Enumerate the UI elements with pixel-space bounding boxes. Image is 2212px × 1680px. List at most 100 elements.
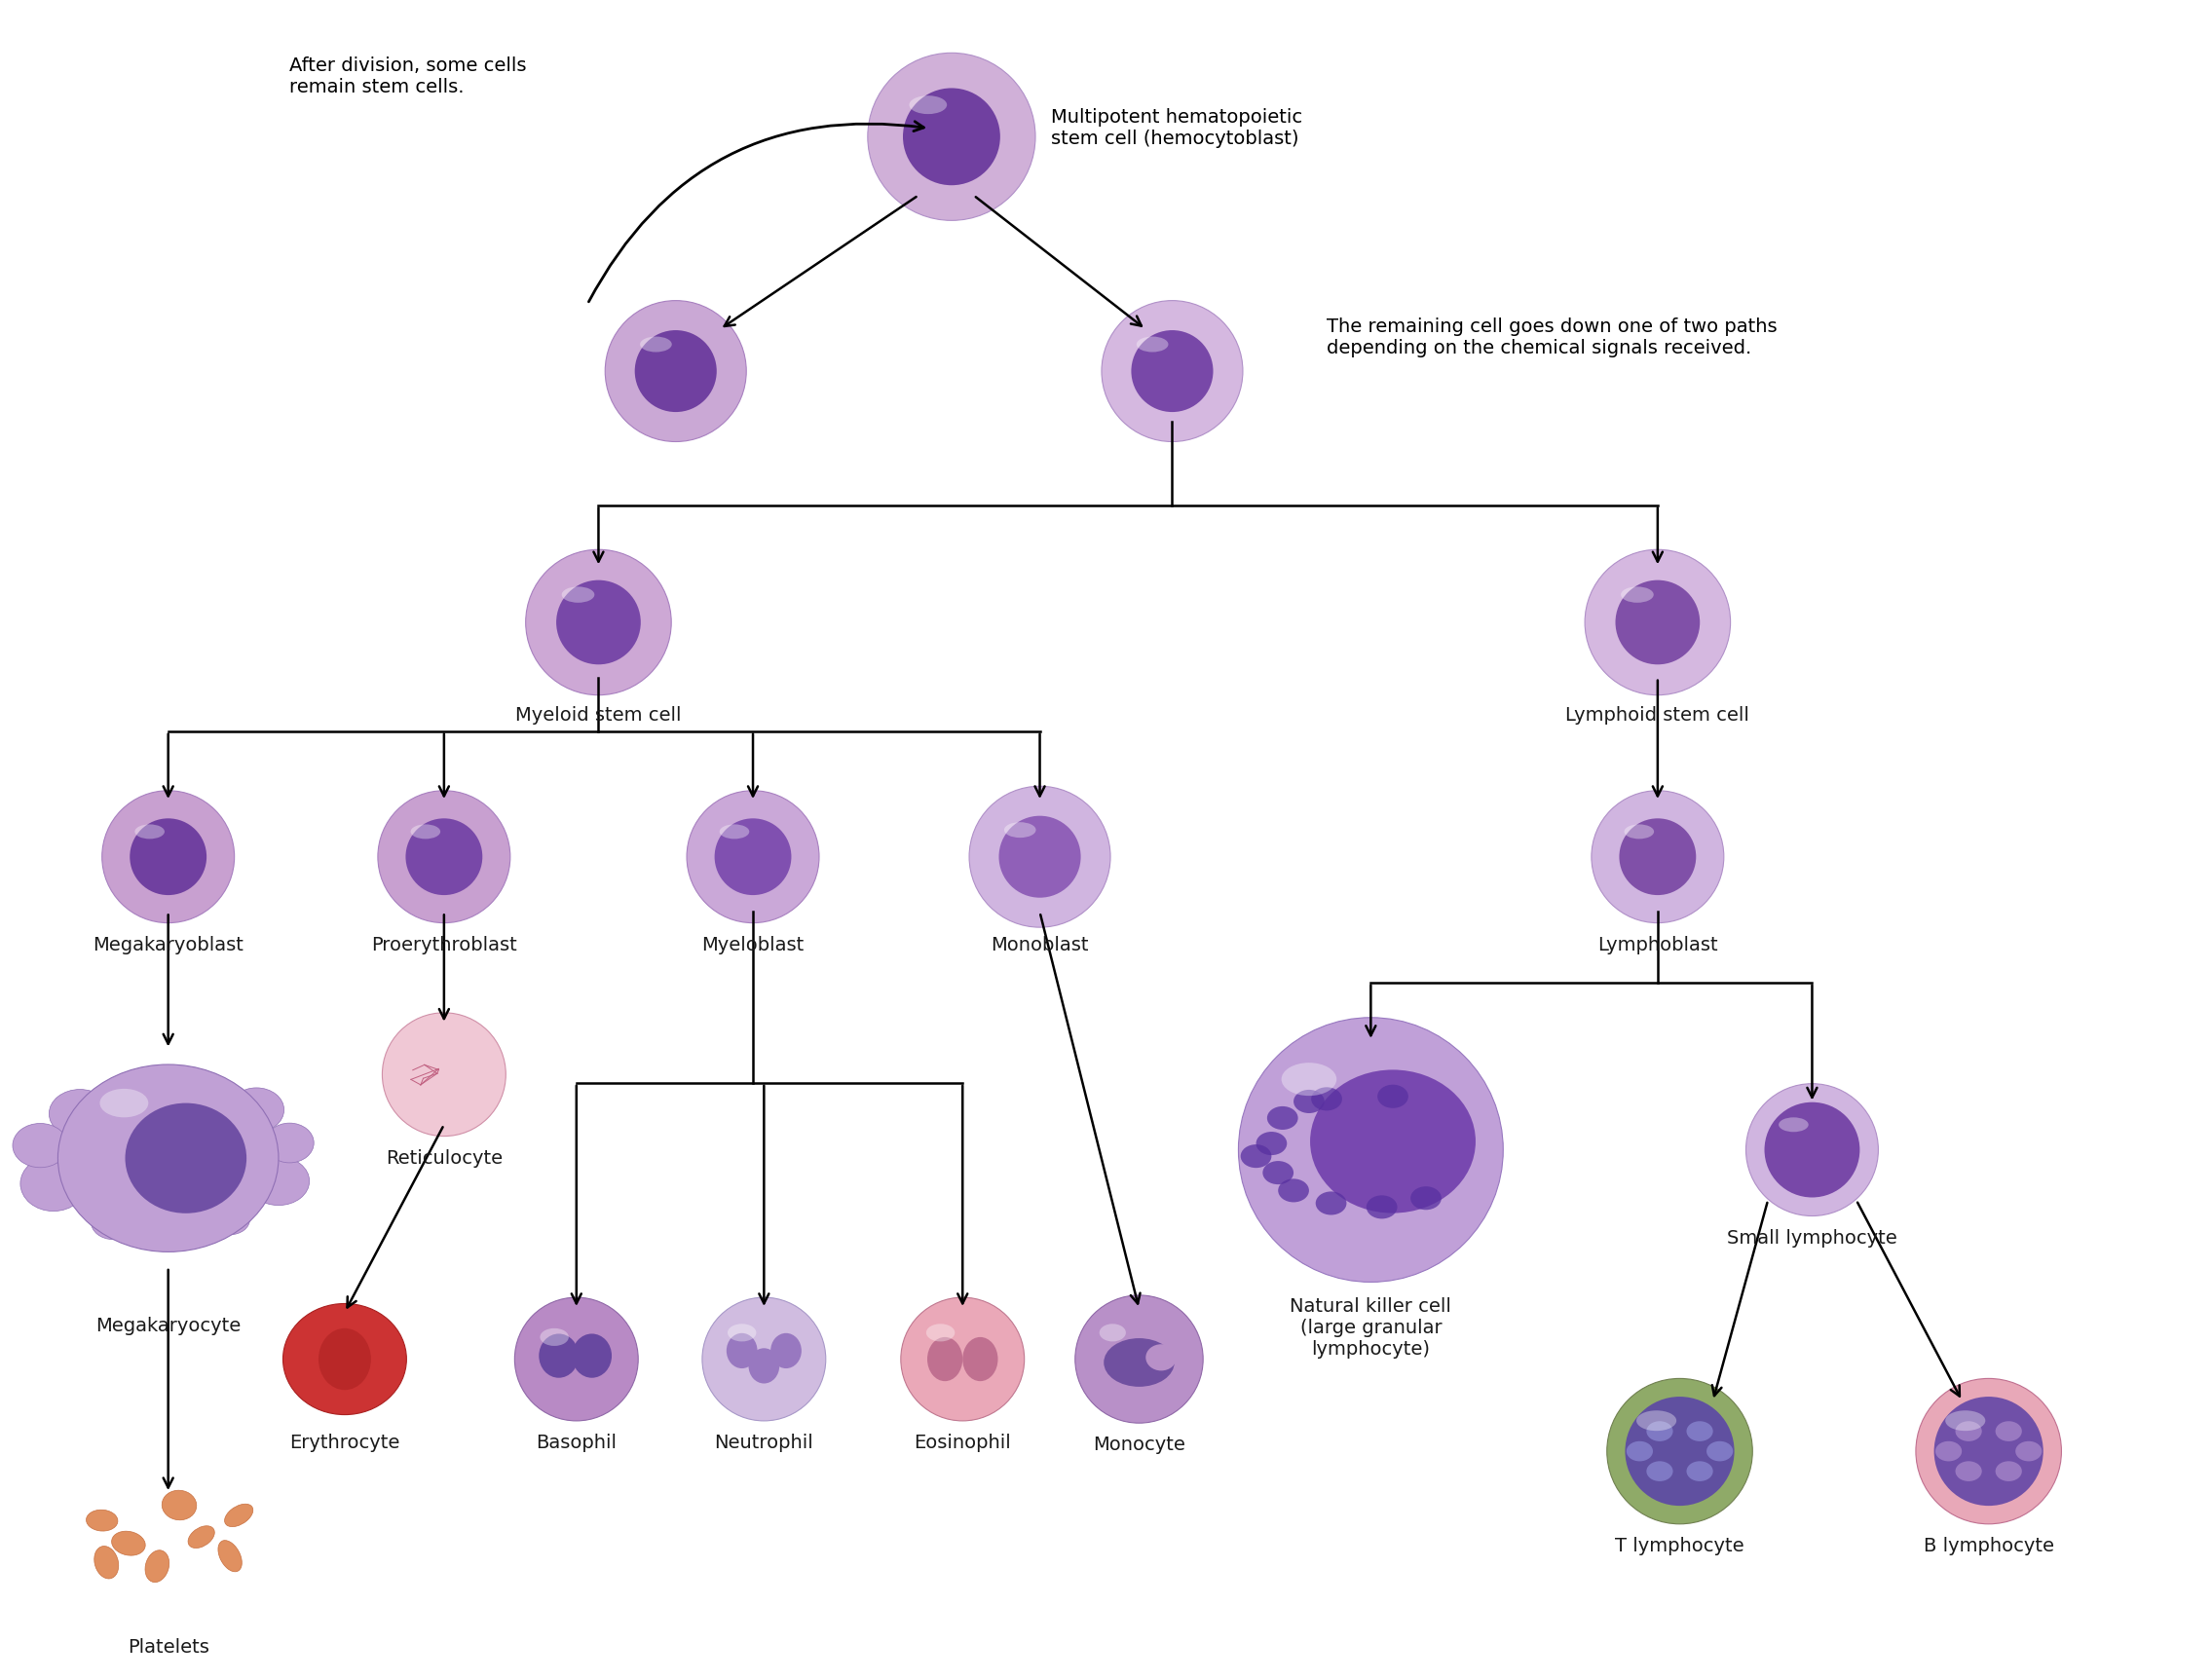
Ellipse shape [555, 580, 641, 665]
Text: Proerythroblast: Proerythroblast [372, 936, 518, 954]
Ellipse shape [515, 1297, 639, 1421]
Ellipse shape [726, 1334, 757, 1369]
Ellipse shape [1130, 331, 1212, 412]
Circle shape [1955, 1421, 1982, 1441]
Circle shape [2015, 1441, 2042, 1462]
Ellipse shape [1615, 580, 1699, 665]
Circle shape [1955, 1462, 1982, 1482]
Text: Neutrophil: Neutrophil [714, 1433, 814, 1452]
Ellipse shape [1281, 1063, 1336, 1095]
Ellipse shape [411, 825, 440, 838]
Ellipse shape [1944, 1411, 1986, 1431]
Circle shape [1936, 1441, 1962, 1462]
Ellipse shape [748, 1347, 779, 1383]
Circle shape [1294, 1090, 1325, 1114]
Circle shape [1256, 1132, 1287, 1156]
Ellipse shape [1099, 1324, 1126, 1342]
Ellipse shape [686, 791, 818, 922]
Text: Reticulocyte: Reticulocyte [385, 1149, 502, 1168]
Circle shape [1646, 1421, 1672, 1441]
Ellipse shape [927, 1337, 962, 1381]
Circle shape [1267, 1105, 1298, 1129]
Ellipse shape [719, 825, 750, 838]
Ellipse shape [102, 791, 234, 922]
Circle shape [1367, 1194, 1398, 1218]
Circle shape [1411, 1186, 1442, 1210]
Ellipse shape [1310, 1070, 1475, 1213]
Text: Multipotent hematopoietic
stem cell (hemocytoblast): Multipotent hematopoietic stem cell (hem… [1051, 108, 1303, 148]
Ellipse shape [58, 1065, 279, 1252]
Ellipse shape [383, 1013, 507, 1136]
Ellipse shape [91, 1205, 135, 1240]
Circle shape [1995, 1421, 2022, 1441]
Ellipse shape [49, 1089, 111, 1137]
Ellipse shape [20, 1156, 86, 1211]
Ellipse shape [1000, 816, 1082, 897]
Ellipse shape [728, 1324, 757, 1342]
Circle shape [1686, 1462, 1712, 1482]
Ellipse shape [770, 1334, 801, 1369]
Ellipse shape [1239, 1018, 1504, 1282]
Ellipse shape [210, 1205, 250, 1235]
Text: Monoblast: Monoblast [991, 936, 1088, 954]
Ellipse shape [219, 1541, 241, 1572]
Ellipse shape [226, 1504, 252, 1527]
Ellipse shape [540, 1329, 568, 1346]
Circle shape [1263, 1161, 1294, 1184]
Ellipse shape [95, 1546, 119, 1579]
Ellipse shape [1137, 336, 1168, 353]
Ellipse shape [701, 1297, 825, 1421]
Ellipse shape [1621, 586, 1655, 603]
Circle shape [1316, 1191, 1347, 1215]
Ellipse shape [1778, 1117, 1809, 1132]
Ellipse shape [126, 1104, 246, 1213]
Ellipse shape [86, 1510, 117, 1530]
Ellipse shape [962, 1337, 998, 1381]
Ellipse shape [111, 1530, 146, 1556]
Ellipse shape [639, 336, 672, 353]
Circle shape [1705, 1441, 1732, 1462]
Ellipse shape [1075, 1295, 1203, 1423]
Ellipse shape [1933, 1396, 2044, 1505]
Ellipse shape [283, 1304, 407, 1415]
Ellipse shape [1626, 1396, 1734, 1505]
Ellipse shape [100, 1089, 148, 1117]
Ellipse shape [228, 1087, 283, 1132]
Ellipse shape [562, 586, 595, 603]
Ellipse shape [1004, 822, 1035, 838]
Ellipse shape [1765, 1102, 1860, 1198]
Ellipse shape [1606, 1379, 1752, 1524]
Circle shape [1686, 1421, 1712, 1441]
Text: Eosinophil: Eosinophil [914, 1433, 1011, 1452]
Text: Myeloblast: Myeloblast [701, 936, 805, 954]
Ellipse shape [131, 818, 206, 895]
Circle shape [1279, 1179, 1310, 1203]
Text: Monocyte: Monocyte [1093, 1436, 1186, 1455]
Circle shape [1646, 1462, 1672, 1482]
Ellipse shape [378, 791, 511, 922]
Text: Small lymphocyte: Small lymphocyte [1728, 1228, 1898, 1247]
Circle shape [1312, 1087, 1343, 1110]
Ellipse shape [900, 1297, 1024, 1421]
Text: B lymphocyte: B lymphocyte [1924, 1537, 2055, 1556]
Text: Erythrocyte: Erythrocyte [290, 1433, 400, 1452]
Ellipse shape [969, 786, 1110, 927]
Ellipse shape [927, 1324, 956, 1342]
Ellipse shape [248, 1158, 310, 1205]
Ellipse shape [606, 301, 745, 442]
Ellipse shape [146, 1551, 168, 1583]
Text: Lymphoid stem cell: Lymphoid stem cell [1566, 706, 1750, 724]
Circle shape [1995, 1462, 2022, 1482]
Ellipse shape [1104, 1339, 1175, 1386]
Text: The remaining cell goes down one of two paths
depending on the chemical signals : The remaining cell goes down one of two … [1327, 318, 1776, 358]
Ellipse shape [265, 1122, 314, 1163]
Ellipse shape [405, 818, 482, 895]
Text: Megakaryocyte: Megakaryocyte [95, 1317, 241, 1336]
Ellipse shape [1624, 825, 1655, 838]
Ellipse shape [161, 1490, 197, 1520]
Text: After division, some cells
remain stem cells.: After division, some cells remain stem c… [290, 57, 526, 96]
Text: T lymphocyte: T lymphocyte [1615, 1537, 1745, 1556]
Ellipse shape [1916, 1379, 2062, 1524]
Ellipse shape [909, 96, 947, 114]
Ellipse shape [1637, 1411, 1677, 1431]
